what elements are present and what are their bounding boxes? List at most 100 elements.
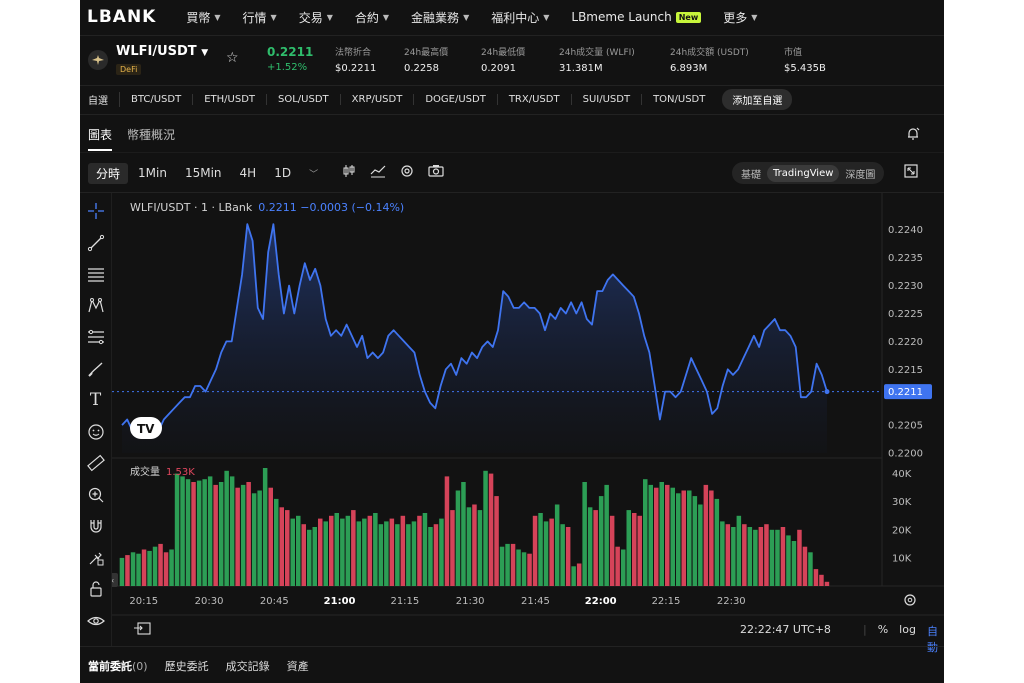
time-tick-label: 21:00 (324, 596, 356, 607)
stat-volume: 24h成交量 (WLFI) 31.381M (559, 45, 635, 74)
volume-bar (560, 524, 565, 586)
fib-lines-icon[interactable] (84, 325, 108, 349)
last-price: 0.2211 (267, 45, 314, 59)
volume-bar (213, 484, 218, 586)
pattern-icon[interactable] (84, 294, 108, 318)
timeframe-1d[interactable]: 1D (274, 166, 292, 180)
tab-chart[interactable]: 圖表 (88, 126, 113, 151)
indicators-icon[interactable] (370, 164, 386, 182)
text-tool-icon[interactable]: T (89, 390, 102, 410)
visibility-eye-icon[interactable] (84, 609, 108, 633)
brush-icon[interactable] (84, 357, 108, 381)
nav-more[interactable]: 更多 ▼ (723, 9, 757, 26)
volume-bar (703, 484, 709, 586)
tradingview-logo[interactable]: TV (130, 417, 162, 439)
lbank-logo[interactable]: LBANK (87, 7, 157, 27)
lock-icon[interactable] (84, 577, 108, 601)
nav-label: 合約 (354, 10, 379, 25)
settings-gear-icon[interactable] (400, 164, 414, 182)
volume-bar (406, 524, 411, 586)
volume-bar (516, 549, 521, 586)
zoom-in-icon[interactable] (84, 483, 108, 507)
nav-buy-coin[interactable]: 買幣 ▼ (186, 9, 220, 26)
fav-pair[interactable]: SUI/USDT (572, 93, 643, 105)
nav-finance[interactable]: 金融業務 ▼ (411, 9, 469, 26)
tab-coin-overview[interactable]: 幣種概況 (127, 128, 176, 142)
ticker-header: WLFI/USDT ▼ DeFi ☆ 0.2211 +1.52% 法幣折合 $0.… (80, 36, 944, 84)
candlestick-icon[interactable] (342, 164, 356, 182)
volume-bar (505, 543, 510, 586)
volume-bar (202, 479, 207, 586)
timeframe-1min[interactable]: 1Min (138, 166, 167, 180)
volume-bar (742, 524, 747, 586)
clock-timezone[interactable]: 22:22:47 UTC+8 (740, 623, 831, 636)
last-price-dot (824, 389, 830, 395)
chevron-down-icon[interactable]: ﹀ (309, 169, 319, 180)
ruler-icon[interactable] (84, 451, 108, 475)
favorite-star-icon[interactable]: ☆ (226, 50, 239, 66)
camera-icon[interactable] (428, 164, 444, 182)
log-scale-toggle[interactable]: log (899, 623, 916, 636)
nav-futures[interactable]: 合約 ▼ (355, 9, 389, 26)
timeframe-15min[interactable]: 15Min (184, 166, 222, 180)
add-to-favorites-button[interactable]: 添加至自選 (722, 88, 793, 110)
tab-trade-history[interactable]: 成交記錄 (225, 660, 270, 673)
time-tick-label: 22:00 (585, 596, 617, 607)
tab-order-history[interactable]: 歷史委託 (164, 660, 209, 673)
chevron-down-icon: ▼ (270, 12, 277, 22)
fullscreen-icon[interactable] (904, 164, 918, 182)
percent-scale-toggle[interactable]: % (877, 623, 889, 636)
timeframe-4h[interactable]: 4H (239, 166, 257, 180)
auto-scale-toggle[interactable]: 自動 (926, 625, 938, 654)
favorites-label[interactable]: 自選 (88, 91, 120, 107)
fav-pair[interactable]: BTC/USDT (120, 93, 194, 105)
tv-watermark-text: TV (137, 422, 155, 436)
favorites-bar: 自選 BTC/USDT ETH/USDT SOL/USDT XRP/USDT D… (80, 88, 944, 110)
volume-bar (439, 518, 444, 586)
volume-bar (455, 490, 461, 586)
tab-open-orders[interactable]: 當前委託(0) (88, 660, 148, 673)
price-area-fill (122, 224, 827, 453)
stat-label: 24h成交量 (WLFI) (559, 48, 635, 58)
nav-trade[interactable]: 交易 ▼ (299, 9, 333, 26)
view-tradingview[interactable]: TradingView (767, 164, 840, 182)
fav-pair[interactable]: TRX/USDT (498, 93, 572, 105)
volume-bar (538, 513, 543, 586)
time-tick-label: 22:30 (717, 596, 746, 607)
volume-bar (444, 476, 450, 586)
fav-pair[interactable]: ETH/USDT (193, 93, 268, 105)
price-tick-label: 0.2235 (888, 253, 923, 264)
fav-pair[interactable]: TON/USDT (653, 93, 706, 105)
view-depth[interactable]: 深度圖 (845, 169, 876, 181)
volume-tick-label: 20K (892, 525, 912, 536)
axis-settings-icon[interactable] (904, 594, 916, 606)
timeframe-time-sharing[interactable]: 分時 (88, 162, 129, 184)
emoji-icon[interactable] (84, 420, 108, 444)
horizontal-lines-icon[interactable] (84, 262, 108, 286)
lock-drawing-icon[interactable] (84, 546, 108, 570)
tab-assets[interactable]: 資產 (286, 660, 309, 673)
scroll-left-icon[interactable]: ‹ (112, 573, 118, 587)
nav-label: LBmeme Launch (571, 10, 672, 24)
time-tick-label: 21:15 (390, 596, 419, 607)
goto-date-icon[interactable] (134, 622, 151, 635)
nav-lbmeme-launch[interactable]: LBmeme Launch New (571, 10, 702, 24)
magnet-icon[interactable] (84, 514, 108, 538)
price-chart-canvas[interactable]: 0.2240 0.2235 0.2230 0.2225 0.2220 0.2215 0.22… (112, 193, 944, 646)
volume-bar (532, 515, 538, 586)
fav-pair[interactable]: DOGE/USDT (414, 93, 498, 105)
pair-selector[interactable]: WLFI/USDT ▼ (116, 44, 208, 59)
fav-pair[interactable]: XRP/USDT (341, 93, 415, 105)
volume-bar (681, 490, 686, 586)
nav-rewards[interactable]: 福利中心 ▼ (491, 9, 549, 26)
trend-line-icon[interactable] (84, 231, 108, 255)
alert-bell-icon[interactable] (906, 127, 920, 145)
price-tick-label: 0.2205 (888, 421, 923, 432)
category-tag: DeFi (116, 64, 142, 75)
volume-bar (598, 496, 604, 586)
crosshair-icon[interactable] (84, 199, 108, 223)
volume-bar (323, 521, 328, 586)
view-basic[interactable]: 基礎 (741, 169, 761, 181)
fav-pair[interactable]: SOL/USDT (267, 93, 341, 105)
nav-markets[interactable]: 行情 ▼ (243, 9, 277, 26)
